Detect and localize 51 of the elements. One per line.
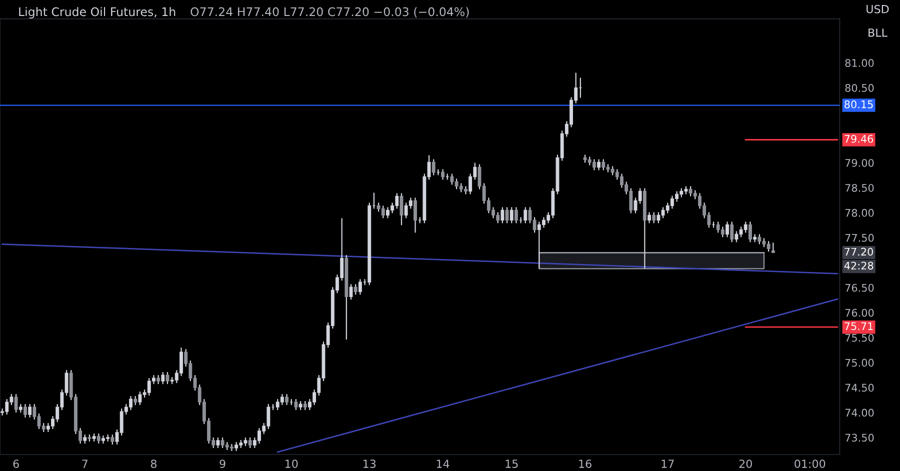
y-tick-label: 75.50 <box>845 334 874 342</box>
x-tick-label: 15 <box>506 460 518 468</box>
candlestick <box>771 242 775 254</box>
y-tick-label: 73.50 <box>845 434 874 442</box>
x-tick-label: 10 <box>286 460 298 468</box>
y-tick-label: 74.50 <box>845 384 874 392</box>
candlestick <box>514 206 518 224</box>
candlestick <box>510 206 514 224</box>
candlestick <box>766 240 770 252</box>
y-tick-label: 74.00 <box>845 408 874 417</box>
candlestick <box>280 394 284 406</box>
y-tick-label: 75.00 <box>845 358 874 367</box>
y-tick-label: 79.00 <box>845 158 874 167</box>
candlestick <box>648 212 652 224</box>
candlestick <box>432 158 436 176</box>
candlestick <box>216 436 220 449</box>
x-tick-label: 6 <box>13 460 19 468</box>
annotation: 77.20 <box>844 248 873 256</box>
y-tick-label: 78.00 <box>845 208 874 217</box>
y-tick-label: 76.50 <box>845 284 874 292</box>
candlestick <box>161 372 165 385</box>
x-tick-label: 9 <box>220 460 226 468</box>
y-tick-label: 81.00 <box>845 59 874 67</box>
x-tick-label: 7 <box>82 460 88 468</box>
text: 42:28 <box>844 262 874 270</box>
y-tick-label: 76.00 <box>845 308 874 317</box>
x-tick-label: 01:00 <box>794 460 826 468</box>
candlestick <box>597 158 601 171</box>
candlestick <box>524 206 528 224</box>
candlestick <box>500 206 504 224</box>
text: BLL <box>868 28 888 37</box>
y-tick-label: 80.50 <box>845 84 874 92</box>
x-tick-label: 16 <box>579 460 592 468</box>
candlestick <box>441 168 445 180</box>
y-tick-label: 78.50 <box>845 184 874 192</box>
candlestick <box>28 404 32 418</box>
x-tick-label: 14 <box>436 460 450 468</box>
ref-line-label: 80.15 <box>844 100 873 108</box>
chart-subtitle: O77.24 H77.40 L77.20 C77.20 −0.03 (−0.04%) <box>190 7 469 18</box>
data-label: 79.46 <box>844 134 874 143</box>
chart-title: Light Crude Oil Futures, 1h <box>19 7 176 18</box>
candlestick <box>726 221 730 238</box>
x-tick-label: 20 <box>739 460 752 468</box>
x-tick-label: 13 <box>364 460 376 468</box>
x-tick-label: 8 <box>150 460 156 468</box>
candlestick <box>744 221 748 234</box>
candlestick <box>358 278 362 296</box>
data-label: 75.71 <box>844 322 873 330</box>
x-tick-label: 17 <box>662 460 674 468</box>
text: USD <box>866 4 889 14</box>
y-tick-label: 77.50 <box>845 234 874 242</box>
